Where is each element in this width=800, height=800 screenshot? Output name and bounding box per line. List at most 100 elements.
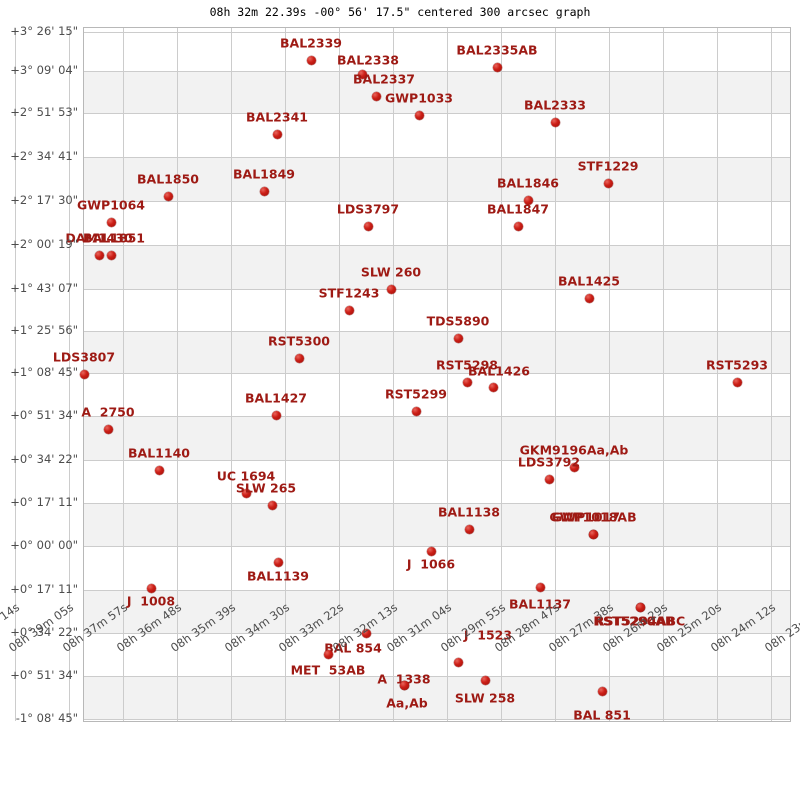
star-label: BAL1426	[468, 363, 530, 379]
star-marker[interactable]	[272, 129, 282, 139]
star-marker[interactable]	[732, 377, 742, 387]
star-marker[interactable]	[344, 305, 354, 315]
star-marker[interactable]	[453, 333, 463, 343]
star-marker[interactable]	[94, 250, 104, 260]
star-marker[interactable]	[323, 649, 333, 659]
plot-band	[84, 416, 790, 460]
gridline-vertical	[123, 28, 124, 721]
star-label: BAL1846	[497, 175, 559, 191]
star-label: BAL2339	[280, 35, 342, 51]
star-marker[interactable]	[597, 686, 607, 696]
y-axis-tick-label: +1° 43' 07"	[10, 281, 78, 295]
star-label: BAL1140	[128, 445, 190, 461]
star-label: RST5300	[268, 333, 330, 349]
star-marker[interactable]	[588, 529, 598, 539]
star-marker[interactable]	[371, 91, 381, 101]
gridline-horizontal	[84, 546, 790, 547]
star-marker[interactable]	[513, 221, 523, 231]
gridline-horizontal	[84, 373, 790, 374]
y-axis-tick-label: +0° 17' 11"	[10, 582, 78, 596]
gridline-vertical	[771, 28, 772, 721]
star-marker[interactable]	[241, 488, 251, 498]
star-marker[interactable]	[584, 293, 594, 303]
star-label: SLW 258	[454, 690, 516, 706]
star-marker[interactable]	[361, 628, 371, 638]
star-marker[interactable]	[106, 217, 116, 227]
y-axis-tick-label: +1° 08' 45"	[10, 365, 78, 379]
star-marker[interactable]	[462, 377, 472, 387]
star-marker[interactable]	[523, 195, 533, 205]
gridline-vertical	[555, 28, 556, 721]
plot-band	[84, 245, 790, 289]
star-marker[interactable]	[453, 657, 463, 667]
y-axis-tick-label: +0° 00' 00"	[10, 538, 78, 552]
star-label: BAL2335AB	[456, 42, 538, 58]
star-label: RST5293	[706, 357, 768, 373]
star-label: STF1229	[577, 158, 639, 174]
star-marker[interactable]	[535, 582, 545, 592]
star-marker[interactable]	[411, 406, 421, 416]
star-marker[interactable]	[146, 583, 156, 593]
gridline-horizontal	[84, 245, 790, 246]
star-label: BAL2338	[337, 52, 399, 68]
star-label: LDS3797	[336, 201, 400, 217]
y-axis-tick-label: +2° 51' 53"	[10, 105, 78, 119]
star-marker[interactable]	[464, 524, 474, 534]
star-marker[interactable]	[363, 221, 373, 231]
gridline-vertical	[663, 28, 664, 721]
y-axis-tick-label: -1° 08' 45"	[15, 711, 78, 725]
star-marker[interactable]	[163, 191, 173, 201]
star-marker[interactable]	[267, 500, 277, 510]
star-marker[interactable]	[544, 474, 554, 484]
gridline-horizontal	[84, 201, 790, 202]
plot-band	[84, 676, 790, 719]
star-marker[interactable]	[273, 557, 283, 567]
gridline-vertical	[717, 28, 718, 721]
star-marker[interactable]	[635, 602, 645, 612]
gridline-vertical	[285, 28, 286, 721]
y-axis-tick-label: +0° 34' 22"	[10, 452, 78, 466]
star-marker[interactable]	[294, 353, 304, 363]
y-axis-tick-label: +3° 26' 15"	[10, 24, 78, 38]
star-marker[interactable]	[414, 110, 424, 120]
star-label: BAL1850	[137, 171, 199, 187]
star-marker[interactable]	[569, 462, 579, 472]
star-marker[interactable]	[492, 62, 502, 72]
star-marker[interactable]	[550, 117, 560, 127]
gridline-vertical	[501, 28, 502, 721]
gridline-horizontal	[84, 460, 790, 461]
y-axis-tick-label: +1° 25' 56"	[10, 323, 78, 337]
star-label: BAL 851	[573, 707, 631, 723]
gridline-horizontal	[84, 416, 790, 417]
star-label: BAL1425	[558, 273, 620, 289]
star-label: A 2750	[81, 404, 135, 420]
gridline-vertical	[609, 28, 610, 721]
star-marker[interactable]	[480, 675, 490, 685]
plot-band	[84, 503, 790, 546]
star-label: BAL1427	[245, 390, 307, 406]
y-axis-tick-label: +2° 17' 30"	[10, 193, 78, 207]
star-label: RST5298	[436, 357, 498, 373]
star-label: GWP1018AB	[549, 509, 637, 525]
star-marker[interactable]	[106, 250, 116, 260]
star-marker[interactable]	[259, 186, 269, 196]
plot-band	[84, 331, 790, 373]
star-marker[interactable]	[103, 424, 113, 434]
page-title: 08h 32m 22.39s -00° 56' 17.5" centered 3…	[209, 5, 591, 19]
gridline-vertical	[69, 28, 70, 721]
star-marker[interactable]	[271, 410, 281, 420]
star-marker[interactable]	[386, 284, 396, 294]
star-label: GKM9196Aa,Ab	[519, 442, 629, 458]
star-marker[interactable]	[488, 382, 498, 392]
y-axis-tick-label: +0° 17' 11"	[10, 495, 78, 509]
star-marker[interactable]	[306, 55, 316, 65]
gridline-horizontal	[84, 590, 790, 591]
star-marker[interactable]	[399, 680, 409, 690]
star-marker[interactable]	[357, 69, 367, 79]
star-marker[interactable]	[603, 178, 613, 188]
star-marker[interactable]	[154, 465, 164, 475]
star-marker[interactable]	[79, 369, 89, 379]
star-marker[interactable]	[426, 546, 436, 556]
y-axis: +3° 26' 15" +3° 09' 04" +2° 51' 53" +2° 34'…	[0, 24, 78, 725]
gridline-horizontal	[84, 633, 790, 634]
